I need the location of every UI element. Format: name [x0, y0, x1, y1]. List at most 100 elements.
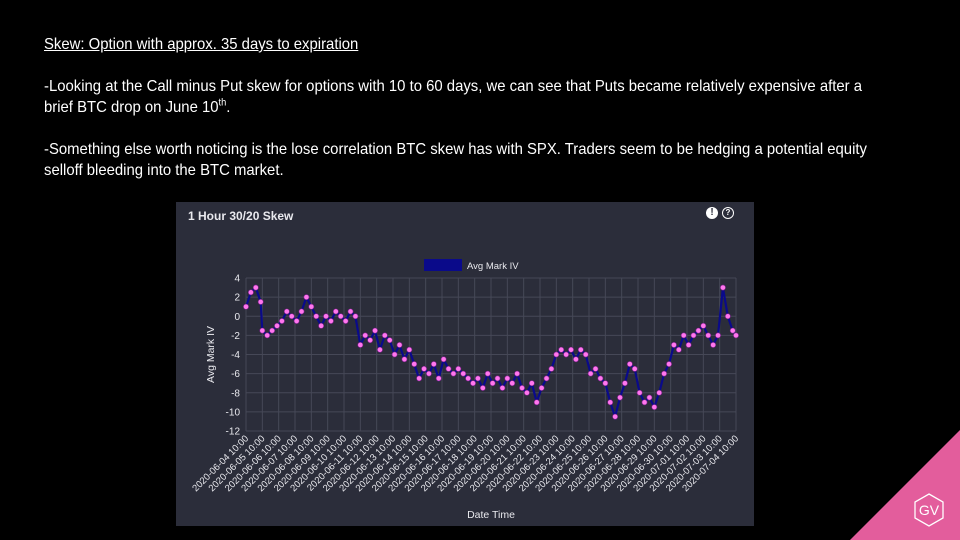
- data-point: [259, 327, 266, 334]
- data-point: [396, 342, 403, 348]
- gv-logo-text: GV: [919, 502, 940, 518]
- data-point: [372, 327, 378, 334]
- data-point: [524, 389, 530, 396]
- data-point: [533, 399, 540, 406]
- data-point: [337, 313, 344, 320]
- data-point: [514, 370, 521, 377]
- data-point: [509, 380, 516, 387]
- data-point: [362, 332, 369, 339]
- data-point: [553, 351, 560, 358]
- data-point: [440, 356, 447, 363]
- data-point: [386, 337, 393, 344]
- data-point: [367, 337, 374, 344]
- legend-label: Avg Mark IV: [467, 261, 519, 272]
- data-point: [710, 342, 717, 348]
- data-point: [303, 294, 310, 301]
- data-point: [332, 308, 339, 315]
- data-point: [450, 370, 457, 377]
- data-point: [406, 346, 413, 353]
- chart-title: 1 Hour 30/20 Skew: [188, 209, 294, 223]
- data-point: [715, 332, 721, 339]
- data-point: [257, 299, 264, 305]
- data-point: [264, 332, 271, 339]
- y-tick-label: -10: [226, 407, 241, 418]
- y-tick-label: 2: [234, 293, 240, 304]
- data-point: [636, 389, 643, 396]
- data-point: [445, 365, 452, 372]
- exclamation-icon[interactable]: !: [706, 207, 718, 219]
- data-point: [587, 370, 594, 377]
- data-point: [671, 342, 677, 348]
- data-point: [733, 332, 739, 339]
- data-point: [243, 303, 249, 310]
- data-point: [475, 375, 481, 382]
- data-point: [720, 284, 726, 291]
- data-point: [430, 361, 437, 367]
- data-point: [318, 322, 325, 329]
- data-point: [690, 332, 697, 339]
- data-point: [666, 361, 672, 367]
- data-point: [685, 342, 692, 348]
- data-point: [426, 370, 432, 377]
- data-point: [622, 380, 628, 387]
- help-icon[interactable]: ?: [722, 207, 734, 219]
- y-tick-label: 0: [234, 312, 240, 323]
- data-point: [577, 346, 584, 353]
- data-point: [680, 332, 687, 339]
- data-point: [279, 318, 285, 324]
- data-point: [377, 346, 383, 353]
- data-point: [248, 289, 254, 296]
- data-point: [548, 365, 555, 372]
- data-point: [646, 394, 653, 401]
- data-point: [675, 346, 682, 353]
- data-point: [528, 380, 535, 387]
- data-point: [612, 413, 619, 420]
- data-point: [700, 322, 707, 329]
- data-point: [592, 365, 599, 372]
- legend-swatch: [424, 259, 462, 271]
- data-point: [465, 375, 472, 382]
- data-point: [381, 332, 388, 339]
- data-point: [460, 370, 467, 377]
- data-point: [656, 389, 663, 396]
- data-point: [538, 385, 545, 391]
- y-tick-label: -6: [231, 369, 240, 380]
- data-point: [484, 370, 491, 377]
- data-point: [347, 308, 354, 315]
- data-point: [274, 322, 280, 329]
- chart-icons: ! ?: [706, 207, 734, 219]
- x-axis-title: Date Time: [467, 509, 515, 521]
- data-point: [416, 375, 423, 382]
- data-point: [293, 318, 300, 324]
- data-point: [357, 342, 364, 348]
- data-point: [705, 332, 712, 339]
- paragraph-1-end: .: [226, 99, 231, 116]
- data-point: [421, 365, 427, 372]
- y-tick-label: -12: [226, 427, 241, 438]
- hexagon-icon: [914, 493, 944, 527]
- y-tick-label: 4: [234, 274, 240, 285]
- data-point: [455, 365, 462, 372]
- slide-heading: Skew: Option with approx. 35 days to exp…: [44, 36, 359, 53]
- data-point: [489, 380, 496, 387]
- y-tick-label: -2: [231, 331, 240, 342]
- y-tick-label: -4: [231, 350, 240, 361]
- data-point: [563, 351, 570, 358]
- data-point: [568, 346, 574, 353]
- data-point: [391, 351, 398, 358]
- data-point: [308, 303, 315, 310]
- data-point: [435, 375, 442, 382]
- data-point: [582, 351, 589, 358]
- data-point: [607, 399, 614, 406]
- y-axis-title: Avg Mark IV: [205, 326, 217, 383]
- data-point: [352, 313, 359, 320]
- data-point: [597, 375, 604, 382]
- data-point: [479, 385, 486, 391]
- data-point: [573, 356, 579, 363]
- data-point: [323, 313, 329, 320]
- paragraph-spx-correlation: -Something else worth noticing is the lo…: [44, 141, 867, 179]
- gv-logo: GV: [850, 430, 960, 540]
- corner-triangle: [850, 430, 960, 540]
- data-point: [695, 327, 702, 334]
